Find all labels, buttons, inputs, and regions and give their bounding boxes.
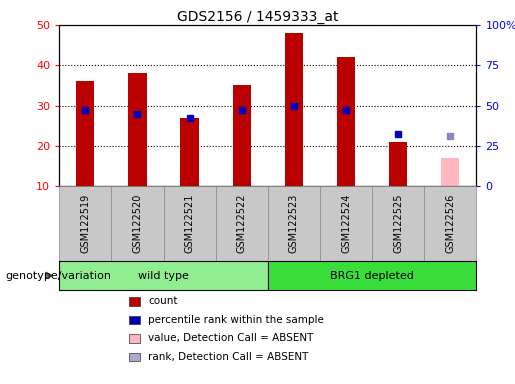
Text: value, Detection Call = ABSENT: value, Detection Call = ABSENT <box>148 333 314 343</box>
Text: GSM122524: GSM122524 <box>341 194 351 253</box>
Bar <box>285 33 303 186</box>
Bar <box>337 57 355 186</box>
Text: GSM122523: GSM122523 <box>289 194 299 253</box>
Text: count: count <box>148 296 178 306</box>
Text: GSM122519: GSM122519 <box>80 194 90 253</box>
Text: GSM122521: GSM122521 <box>184 194 195 253</box>
Bar <box>128 73 147 186</box>
Bar <box>441 158 459 186</box>
Text: BRG1 depleted: BRG1 depleted <box>330 270 414 281</box>
Text: GSM122525: GSM122525 <box>393 194 403 253</box>
Text: wild type: wild type <box>138 270 189 281</box>
Text: GDS2156 / 1459333_at: GDS2156 / 1459333_at <box>177 10 338 23</box>
Text: GSM122526: GSM122526 <box>445 194 455 253</box>
Text: genotype/variation: genotype/variation <box>5 270 111 281</box>
Text: GSM122522: GSM122522 <box>237 194 247 253</box>
Text: percentile rank within the sample: percentile rank within the sample <box>148 315 324 325</box>
Text: rank, Detection Call = ABSENT: rank, Detection Call = ABSENT <box>148 352 308 362</box>
Bar <box>76 81 94 186</box>
Bar <box>389 142 407 186</box>
Text: GSM122520: GSM122520 <box>132 194 143 253</box>
Bar <box>180 118 199 186</box>
Bar <box>233 85 251 186</box>
